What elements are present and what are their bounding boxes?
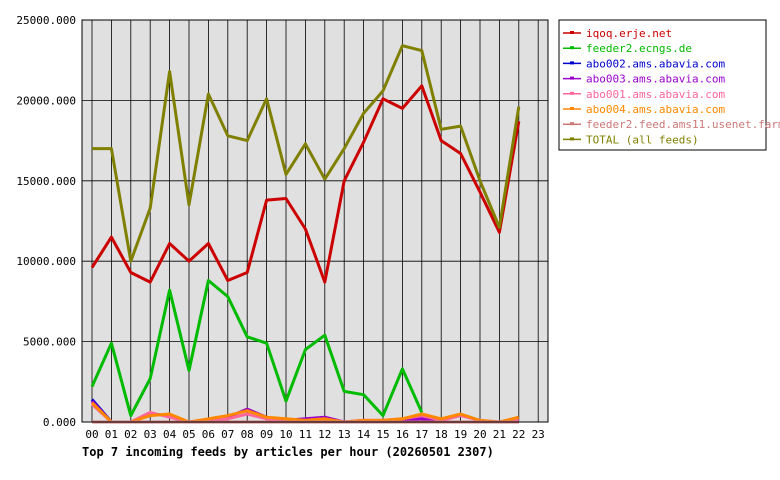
legend-label: iqoq.erje.net <box>586 27 672 40</box>
x-tick-label: 11 <box>299 428 312 441</box>
legend-label: abo001.ams.abavia.com <box>586 88 725 101</box>
plot-border <box>81 19 549 423</box>
x-tick-label: 15 <box>376 428 389 441</box>
legend-entry: abo001.ams.abavia.com <box>563 88 725 101</box>
series-line <box>92 44 521 263</box>
x-tick-label: 12 <box>318 428 331 441</box>
legend-label: feeder2.feed.ams11.usenet.farm <box>586 118 780 131</box>
x-tick-label: 21 <box>493 428 506 441</box>
legend-entry: abo004.ams.abavia.com <box>563 103 725 116</box>
legend-label: abo004.ams.abavia.com <box>586 103 725 116</box>
legend-marker <box>570 91 574 95</box>
y-tick-label: 15000.000 <box>16 175 76 188</box>
y-tick-label: 5000.000 <box>23 336 76 349</box>
chart-title: Top 7 incoming feeds by articles per hou… <box>82 445 494 459</box>
series-line <box>90 84 521 284</box>
legend-entry: TOTAL (all feeds) <box>563 133 699 146</box>
legend-box <box>558 19 767 151</box>
legend-entry: iqoq.erje.net <box>563 27 672 40</box>
x-tick-label: 14 <box>357 428 371 441</box>
x-tick-label: 10 <box>279 428 292 441</box>
legend-marker <box>570 46 574 50</box>
legend-marker <box>570 122 574 126</box>
x-tick-labels: 00 01 02 03 04 05 06 07 08 09 10 11 12 13 14 15 16 17 18 19… <box>85 428 544 441</box>
legend-label: TOTAL (all feeds) <box>586 133 699 146</box>
legend: iqoq.erje.net feeder2.ecngs.de abo002.ams.… <box>558 19 780 151</box>
legend-entry: abo003.ams.abavia.com <box>563 73 725 86</box>
x-tick-label: 19 <box>454 428 467 441</box>
vertical-gridlines <box>91 20 539 422</box>
y-tick-label: 25000.000 <box>16 14 76 27</box>
y-tick-labels: 0.000 5000.000 10000.000 15000.000 20000.000… <box>16 14 76 429</box>
x-tick-label: 16 <box>396 428 409 441</box>
x-tick-label: 01 <box>105 428 118 441</box>
x-tick-label: 08 <box>241 428 254 441</box>
x-tick-label: 17 <box>415 428 428 441</box>
legend-entry: feeder2.feed.ams11.usenet.farm <box>563 118 780 131</box>
legend-marker <box>570 76 574 80</box>
x-tick-label: 09 <box>260 428 273 441</box>
x-tick-label: 00 <box>85 428 98 441</box>
plot-background <box>82 20 548 422</box>
legend-marker <box>570 31 574 34</box>
x-tick-label: 22 <box>512 428 525 441</box>
legend-marker <box>570 107 574 110</box>
y-tick-label: 10000.000 <box>16 255 76 268</box>
x-tick-label: 07 <box>221 428 234 441</box>
legend-label: abo002.ams.abavia.com <box>586 57 725 70</box>
legend-label: abo003.ams.abavia.com <box>586 73 725 86</box>
x-tick-label: 06 <box>202 428 215 441</box>
legend-marker <box>570 61 574 65</box>
legend-entry: feeder2.ecngs.de <box>563 42 692 55</box>
legend-entry: abo002.ams.abavia.com <box>563 57 725 70</box>
x-tick-label: 02 <box>124 428 137 441</box>
x-tick-label: 23 <box>532 428 545 441</box>
y-tick-label: 20000.000 <box>16 94 76 107</box>
y-tick-label: 0.000 <box>43 416 76 429</box>
x-tick-label: 18 <box>435 428 448 441</box>
x-tick-label: 03 <box>144 428 157 441</box>
x-tick-label: 05 <box>182 428 195 441</box>
legend-marker <box>570 137 574 141</box>
x-tick-label: 04 <box>163 428 177 441</box>
x-tick-label: 20 <box>473 428 486 441</box>
x-tick-label: 13 <box>338 428 351 441</box>
series-line <box>90 279 424 418</box>
legend-label: feeder2.ecngs.de <box>586 42 692 55</box>
series-line <box>90 401 520 424</box>
